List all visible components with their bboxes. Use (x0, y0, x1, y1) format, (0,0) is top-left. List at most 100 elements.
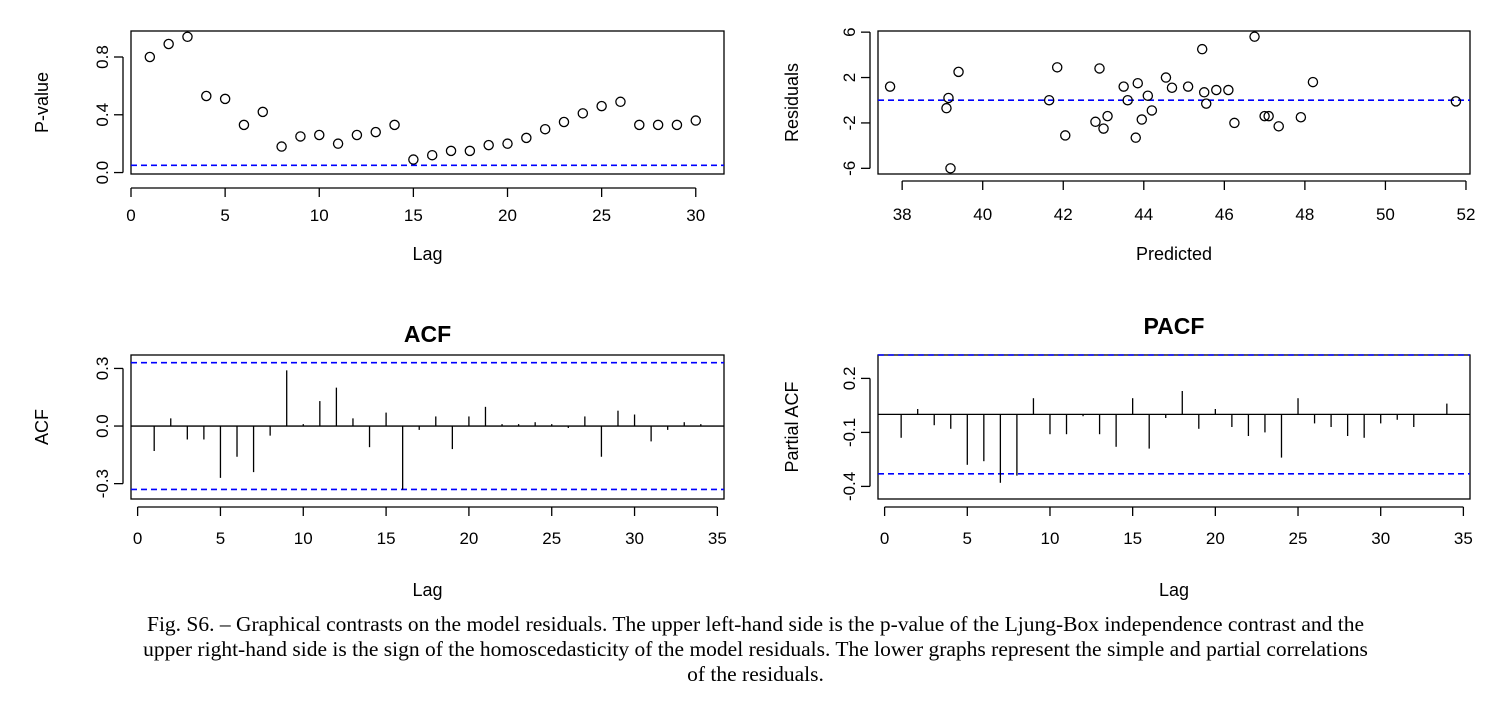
x-tick-label: 15 (1123, 529, 1142, 548)
data-point (163, 38, 174, 50)
data-point (238, 119, 250, 131)
data-point (370, 126, 381, 138)
data-point (1198, 87, 1210, 98)
y-tick-label: 0.3 (93, 357, 112, 381)
x-tick-label: 10 (294, 529, 313, 548)
data-point (426, 149, 438, 161)
data-point (1130, 132, 1141, 143)
data-point (483, 139, 494, 151)
x-tick-label: 25 (1289, 529, 1308, 548)
x-tick-label: 0 (133, 529, 142, 548)
x-tick-label: 10 (310, 206, 329, 225)
x-tick-label: 10 (1041, 529, 1060, 548)
data-point (1263, 110, 1274, 122)
y-axis-label: Residuals (782, 63, 802, 142)
data-point (1051, 62, 1063, 73)
data-point (1090, 116, 1101, 128)
y-tick-label: -0.4 (840, 472, 859, 501)
x-tick-label: 20 (459, 529, 478, 548)
data-point (351, 129, 363, 141)
data-point (615, 96, 626, 108)
data-point (182, 31, 193, 43)
data-point (1122, 94, 1133, 106)
data-point (1043, 94, 1055, 106)
data-point (941, 102, 952, 114)
data-point (943, 92, 954, 104)
x-tick-label: 0 (880, 529, 889, 548)
data-point (144, 51, 156, 63)
y-tick-label: -0.1 (840, 418, 859, 447)
y-axis-label: Partial ACF (782, 381, 802, 472)
x-tick-label: 38 (893, 205, 912, 224)
x-tick-label: 5 (963, 529, 972, 548)
data-point (1182, 81, 1194, 92)
data-point (690, 115, 702, 126)
data-point (634, 119, 645, 131)
y-tick-label: 6 (840, 27, 859, 36)
x-tick-label: 30 (625, 529, 644, 548)
data-point (257, 106, 269, 118)
pacf-panel: 0 5 10 15 20 25 30 35 -0.4 -0.1 0.2 Lag Partial ACF P… (782, 313, 1473, 600)
x-tick-label: 35 (1454, 529, 1473, 548)
y-tick-label: 0.2 (840, 367, 859, 391)
x-tick-label: 30 (686, 206, 705, 225)
chart-title: PACF (1144, 313, 1205, 339)
acf-panel: 0 5 10 15 20 25 30 35 -0.3 0.0 0.3 Lag ACF ACF (32, 321, 727, 600)
x-tick-label: 40 (973, 205, 992, 224)
data-point (1060, 130, 1071, 141)
x-tick-label: 25 (542, 529, 561, 548)
x-tick-label: 25 (592, 206, 611, 225)
y-tick-label: 0.4 (93, 103, 112, 127)
plot-frame (877, 30, 1471, 175)
y-tick-label: 2 (840, 73, 859, 82)
data-point (884, 81, 896, 92)
y-axis-label: P-value (32, 72, 52, 133)
data-point (521, 132, 532, 144)
x-axis-label: Lag (1159, 580, 1189, 600)
y-tick-label: -2 (840, 115, 859, 130)
x-tick-label: 30 (1371, 529, 1390, 548)
y-axis-label: ACF (32, 409, 52, 445)
plot-frame (130, 354, 725, 500)
plot-frame (130, 30, 725, 175)
data-point (295, 131, 306, 142)
y-tick-label: -6 (840, 161, 859, 176)
data-point (1307, 76, 1319, 88)
x-tick-label: 52 (1457, 205, 1476, 224)
caption-line: upper right-hand side is the sign of the… (143, 637, 1368, 661)
x-tick-label: 48 (1295, 205, 1314, 224)
data-point (219, 93, 231, 105)
x-axis-label: Predicted (1136, 244, 1212, 264)
data-point (1166, 82, 1178, 93)
x-tick-label: 20 (498, 206, 517, 225)
x-tick-label: 35 (708, 529, 727, 548)
data-point (1450, 96, 1462, 107)
data-point (596, 100, 607, 112)
ljung-box-panel: 0 5 10 15 20 25 30 0.0 0.4 0.8 Lag P-value (32, 30, 725, 264)
x-tick-label: 46 (1215, 205, 1234, 224)
data-point (1136, 114, 1148, 125)
data-point (1132, 77, 1144, 89)
x-tick-label: 44 (1134, 205, 1153, 224)
data-point (1223, 84, 1234, 96)
caption-line: Fig. S6. – Graphical contrasts on the mo… (146, 612, 1365, 636)
data-point (1146, 105, 1158, 116)
data-point (577, 108, 589, 119)
data-point (1249, 31, 1260, 42)
x-tick-label: 15 (404, 206, 423, 225)
x-tick-label: 5 (220, 206, 229, 225)
data-point (276, 141, 287, 152)
data-point (671, 119, 683, 131)
data-point (1142, 90, 1154, 101)
caption-line: of the residuals. (687, 662, 824, 686)
data-point (1211, 84, 1222, 96)
data-point (1094, 63, 1105, 74)
data-point (1196, 43, 1208, 55)
data-point (539, 123, 551, 135)
data-point (1118, 81, 1129, 92)
data-point (953, 66, 964, 78)
y-tick-label: -0.3 (93, 469, 112, 498)
data-point (1295, 112, 1307, 123)
data-point (1259, 110, 1270, 122)
